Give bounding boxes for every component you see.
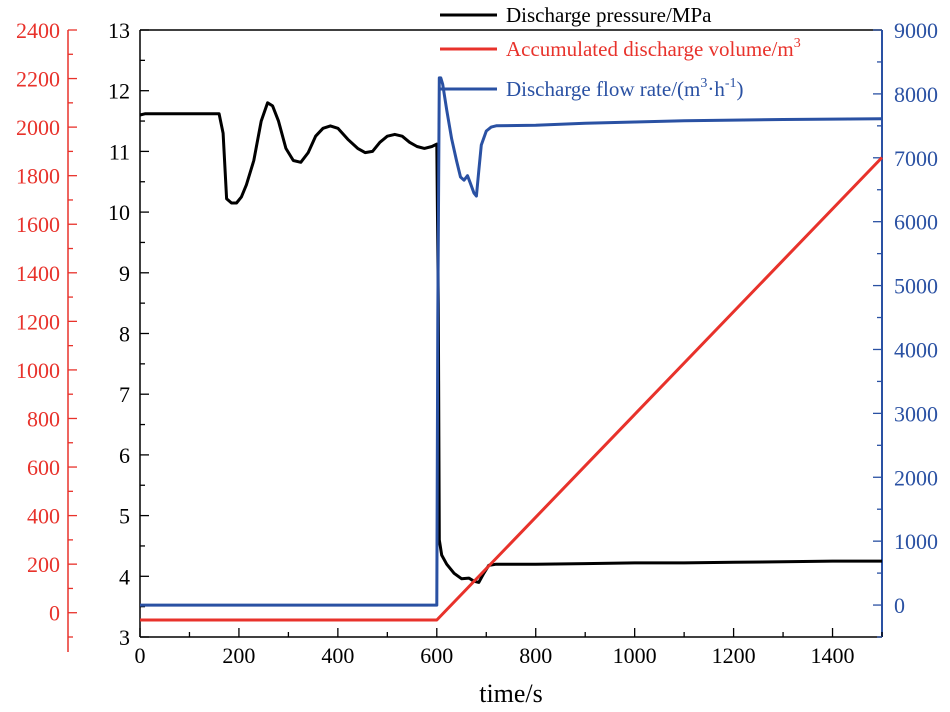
pressure-tick-label: 7 <box>119 382 130 407</box>
volume-tick-label: 1600 <box>16 212 60 237</box>
volume-tick-label: 800 <box>27 406 60 431</box>
flow-tick-label: 8000 <box>894 82 938 107</box>
pressure-tick-label: 12 <box>108 79 130 104</box>
pressure-tick-label: 6 <box>119 443 130 468</box>
flow-tick-label: 1000 <box>894 529 938 554</box>
series-line-pressure <box>139 101 882 584</box>
volume-tick-label: 2400 <box>16 18 60 43</box>
x-tick-label: 600 <box>420 643 453 668</box>
series-line-volume <box>140 156 884 622</box>
x-tick-label: 1400 <box>811 643 855 668</box>
pressure-tick-label: 9 <box>119 261 130 286</box>
series-layer <box>139 76 884 622</box>
flow-tick-label: 5000 <box>894 274 938 299</box>
legend-label-flow: Discharge flow rate/(m3·h-1) <box>506 76 744 101</box>
flow-tick-label: 6000 <box>894 210 938 235</box>
pressure-tick-label: 13 <box>108 18 130 43</box>
flow-tick-label: 0 <box>894 593 905 618</box>
pressure-tick-label: 11 <box>109 139 130 164</box>
x-axis-title: time/s <box>479 679 543 708</box>
x-tick-label: 800 <box>519 643 552 668</box>
volume-tick-label: 200 <box>27 552 60 577</box>
pressure-tick-label: 8 <box>119 322 130 347</box>
legend-label-volume: Accumulated discharge volume/m3 <box>506 36 801 61</box>
volume-tick-label: 1800 <box>16 164 60 189</box>
flow-tick-label: 7000 <box>894 146 938 171</box>
x-tick-label: 0 <box>135 643 146 668</box>
pressure-tick-label: 4 <box>119 564 130 589</box>
legend-label-pressure: Discharge pressure/MPa <box>506 3 712 27</box>
axes-layer: 0 200 400 600 800 1000 1200 1400 3 4 5 6 7 8 9 10 11 12 13… <box>16 18 938 668</box>
pressure-tick-label: 5 <box>119 504 130 529</box>
flow-tick-label: 3000 <box>894 401 938 426</box>
volume-tick-label: 2000 <box>16 115 60 140</box>
flow-tick-label: 2000 <box>894 465 938 490</box>
flow-tick-label: 9000 <box>894 18 938 43</box>
series-line-flow <box>140 76 883 607</box>
x-tick-label: 1000 <box>613 643 657 668</box>
volume-tick-label: 1400 <box>16 261 60 286</box>
x-tick-label: 1200 <box>712 643 756 668</box>
flow-tick-label: 4000 <box>894 337 938 362</box>
volume-tick-label: 400 <box>27 504 60 529</box>
volume-tick-label: 1000 <box>16 358 60 383</box>
x-tick-label: 200 <box>222 643 255 668</box>
volume-tick-label: 0 <box>49 601 60 626</box>
legend: Discharge pressure/MPa Accumulated discha… <box>440 3 801 101</box>
volume-tick-label: 2200 <box>16 67 60 92</box>
volume-tick-label: 1200 <box>16 309 60 334</box>
pressure-tick-label: 10 <box>108 200 130 225</box>
pressure-tick-label: 3 <box>119 625 130 650</box>
volume-tick-label: 600 <box>27 455 60 480</box>
x-tick-label: 400 <box>321 643 354 668</box>
